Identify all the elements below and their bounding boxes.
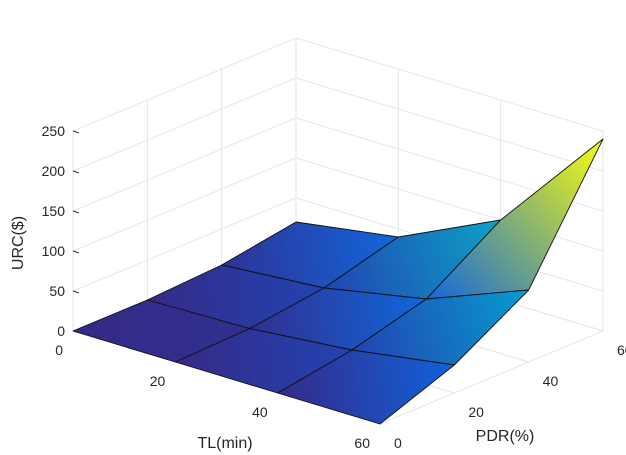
surface-plot	[72, 138, 604, 425]
z-tick-label-0: 0	[57, 323, 65, 339]
z-tick-label-1: 50	[49, 283, 65, 299]
grid-line-z-side-5	[295, 37, 604, 132]
axis-ticks: 0 50 100 150 200 250 0 20 40 60 0 20 40 60	[42, 123, 626, 451]
z-tick-mark-0	[72, 330, 80, 334]
grid-line-z-side-4	[295, 77, 604, 172]
z-tick-mark-4	[72, 170, 80, 174]
x-axis-label: TL(min)	[197, 435, 252, 452]
surface-cell-2-0	[277, 349, 455, 425]
x-tick-label-3: 60	[354, 435, 370, 451]
z-tick-mark-2	[72, 250, 80, 254]
surface-cell-2-2	[425, 138, 604, 300]
grid-line-z-back-1	[72, 197, 297, 292]
z-tick-mark-1	[72, 290, 80, 294]
grid-line-z-back-5	[72, 37, 297, 132]
x-tick-label-1: 20	[150, 373, 166, 389]
z-axis-label: URC($)	[10, 216, 27, 270]
y-tick-label-0: 0	[394, 435, 402, 451]
grid-line-x-floor-3	[379, 330, 604, 425]
grid-line-z-back-2	[72, 157, 297, 252]
y-tick-label-1: 20	[468, 404, 484, 420]
y-tick-label-3: 60	[617, 342, 626, 358]
grid-line-z-back-4	[72, 77, 297, 172]
y-axis-label: PDR(%)	[476, 428, 535, 445]
z-tick-label-5: 250	[42, 123, 66, 139]
z-tick-label-2: 100	[42, 243, 66, 259]
z-tick-label-4: 200	[42, 163, 66, 179]
z-tick-mark-3	[72, 210, 80, 214]
z-tick-label-3: 150	[42, 203, 66, 219]
grid-line-z-back-3	[72, 117, 297, 212]
x-tick-label-2: 40	[252, 404, 268, 420]
z-tick-mark-5	[72, 130, 80, 134]
y-tick-label-2: 40	[543, 373, 559, 389]
x-tick-label-0: 0	[55, 342, 63, 358]
